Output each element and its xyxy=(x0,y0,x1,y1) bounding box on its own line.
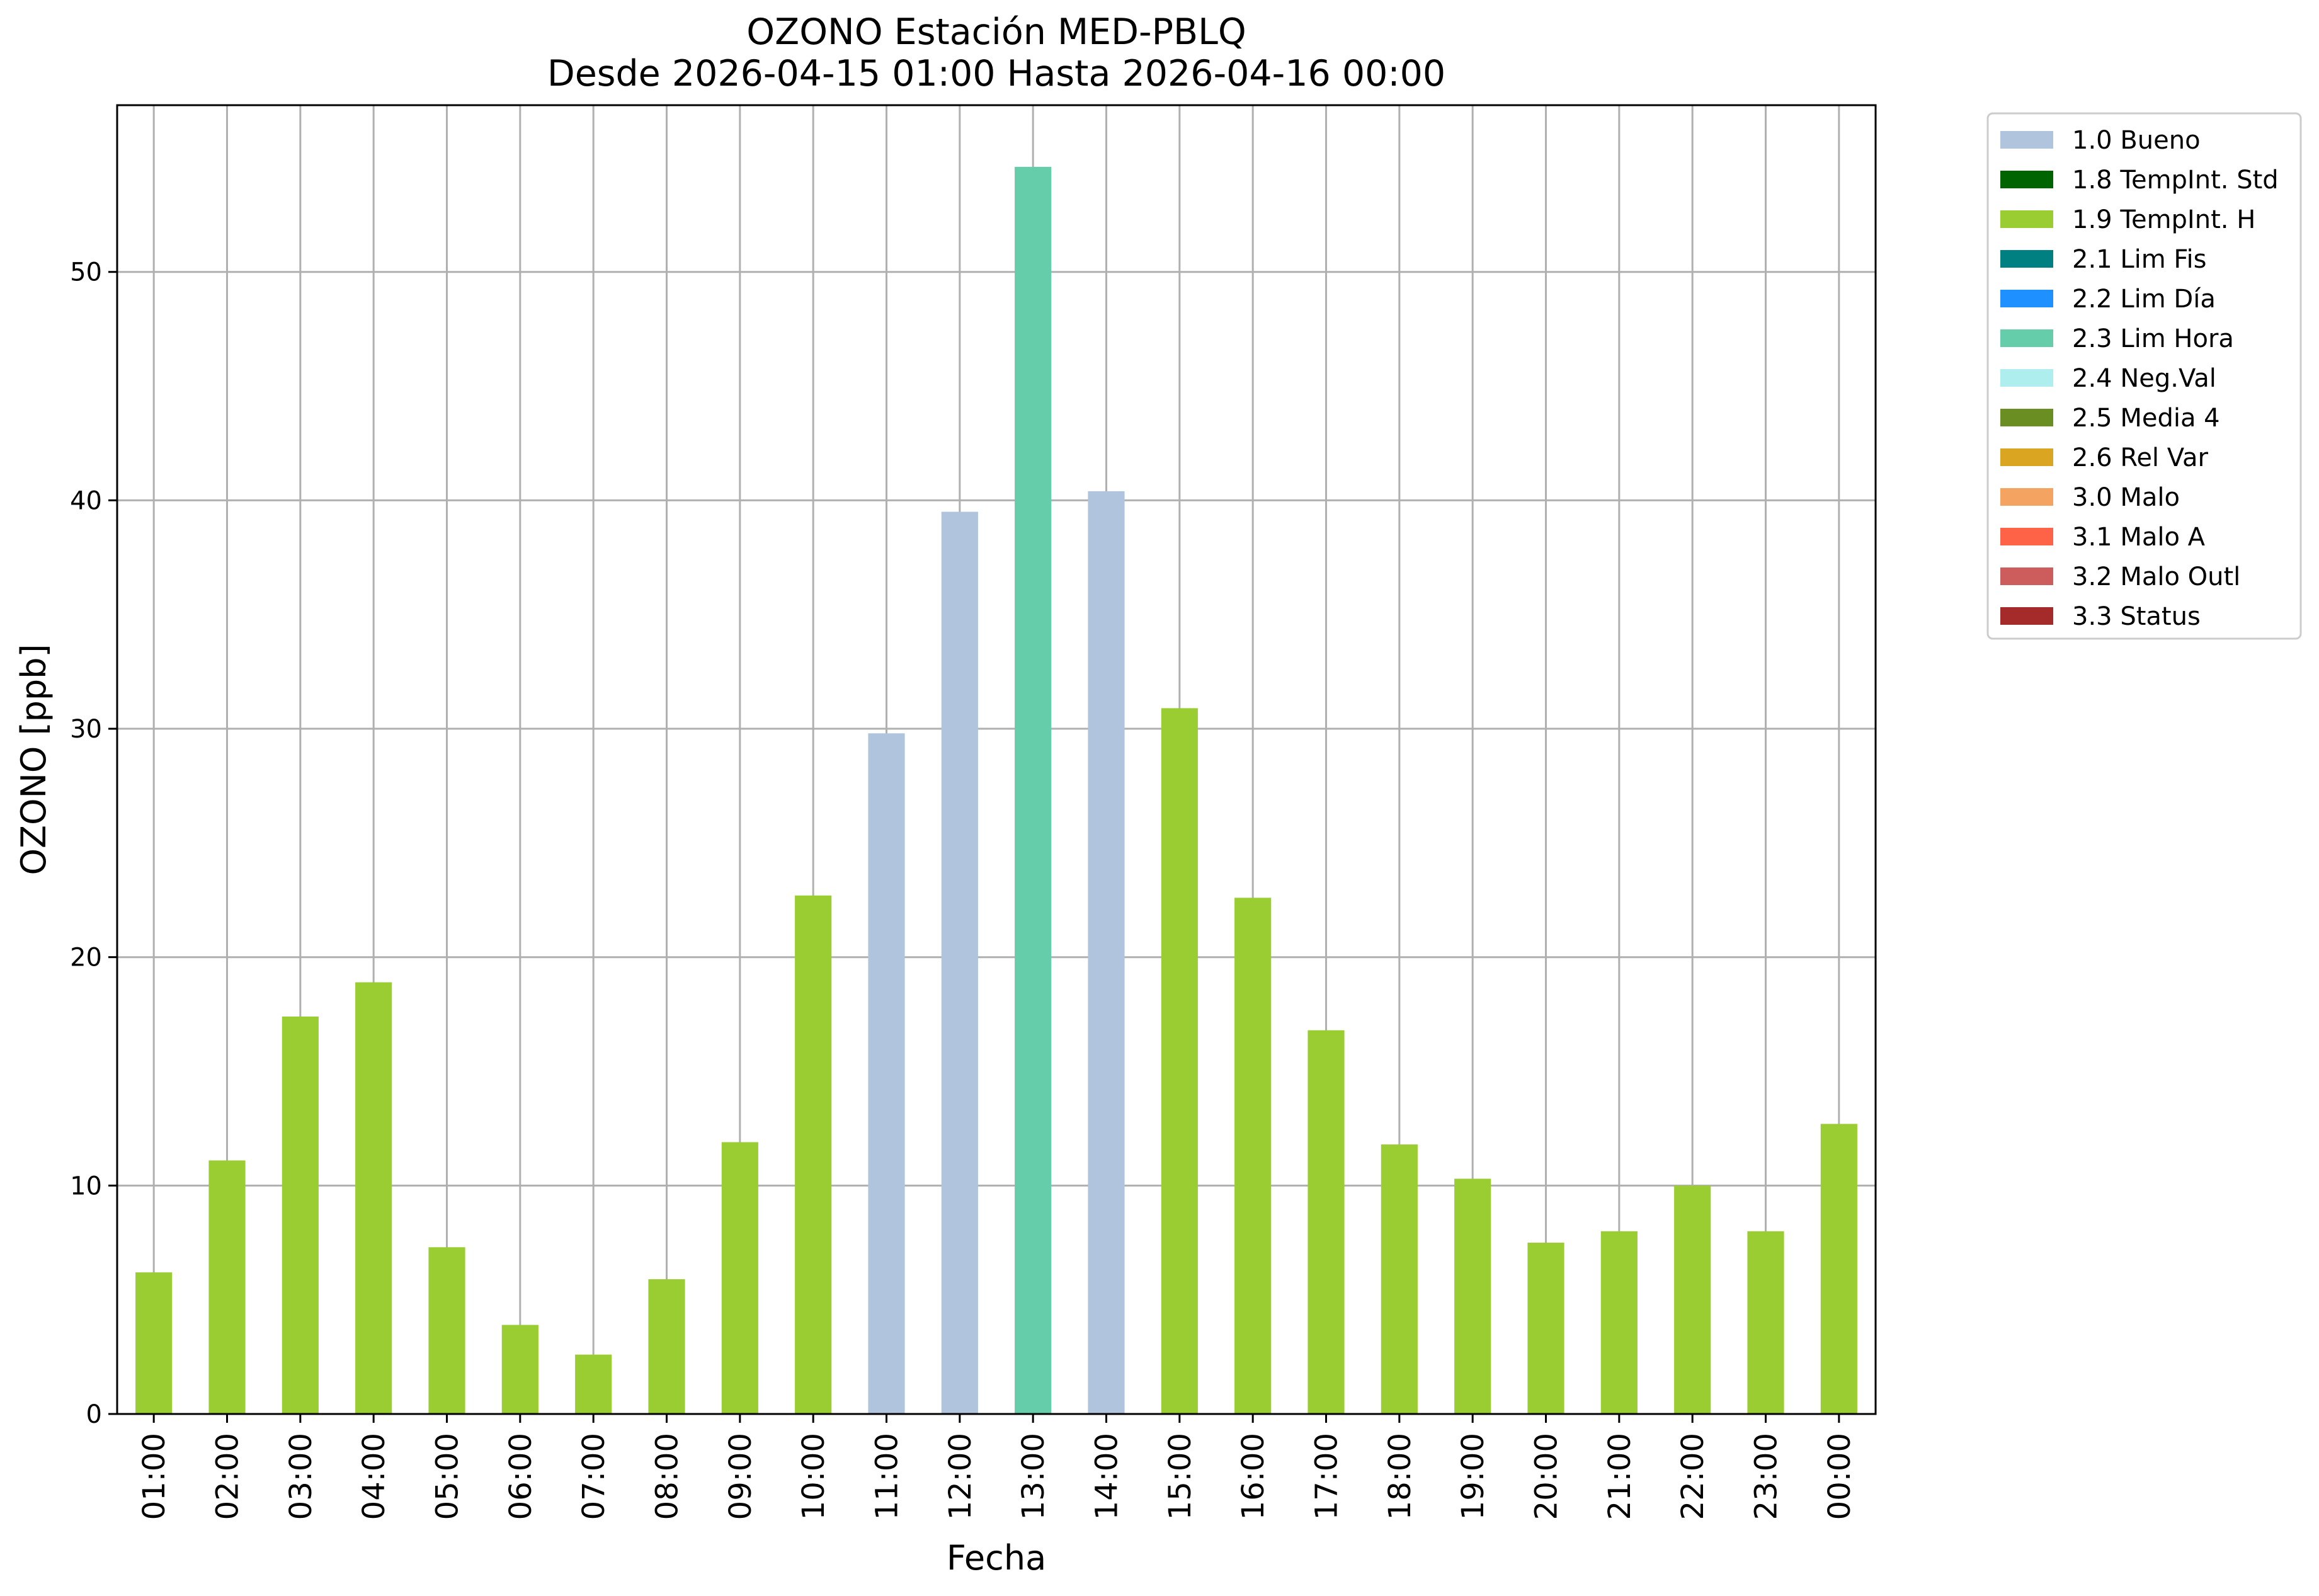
bar-05:00 xyxy=(428,1247,465,1414)
y-tick-label: 30 xyxy=(70,715,102,744)
legend-label: 1.0 Bueno xyxy=(2072,126,2201,155)
legend-label: 1.9 TempInt. H xyxy=(2072,205,2255,234)
bar-01:00 xyxy=(135,1272,173,1414)
bar-06:00 xyxy=(501,1325,538,1414)
x-tick-label: 04:00 xyxy=(356,1433,392,1520)
x-tick-label: 23:00 xyxy=(1749,1433,1784,1520)
bar-14:00 xyxy=(1088,491,1125,1414)
x-tick-label: 18:00 xyxy=(1382,1433,1418,1520)
y-tick-label: 10 xyxy=(70,1171,102,1200)
legend-swatch xyxy=(2000,369,2053,387)
bar-19:00 xyxy=(1454,1178,1491,1414)
x-tick-label: 05:00 xyxy=(430,1433,465,1520)
legend-swatch xyxy=(2000,567,2053,585)
legend-swatch xyxy=(2000,409,2053,426)
bar-20:00 xyxy=(1527,1243,1564,1414)
legend-swatch xyxy=(2000,329,2053,347)
legend-swatch xyxy=(2000,528,2053,545)
x-axis: 01:00 02:00 03:00 04:00 05:00 06:00 07:00 08:00… xyxy=(137,1414,1857,1520)
legend-label: 1.8 TempInt. Std xyxy=(2072,166,2279,195)
plot-frame xyxy=(116,104,1877,1415)
legend-swatch xyxy=(2000,607,2053,625)
x-tick-label: 14:00 xyxy=(1090,1433,1125,1520)
legend-label: 3.2 Malo Outl xyxy=(2072,562,2240,591)
legend-label: 3.0 Malo xyxy=(2072,483,2180,512)
x-tick-label: 13:00 xyxy=(1016,1433,1051,1520)
legend: 1.0 Bueno 1.8 TempInt. Std 1.9 TempInt. H 2… xyxy=(1986,112,2302,640)
x-tick-label: 06:00 xyxy=(503,1433,538,1520)
x-tick-label: 03:00 xyxy=(283,1433,319,1520)
x-tick-label: 01:00 xyxy=(137,1433,172,1520)
x-tick-label: 22:00 xyxy=(1675,1433,1711,1520)
bar-04:00 xyxy=(355,982,392,1414)
bar-22:00 xyxy=(1674,1185,1711,1414)
legend-label: 3.3 Status xyxy=(2072,602,2201,631)
legend-swatch xyxy=(2000,290,2053,307)
bar-13:00 xyxy=(1015,166,1052,1414)
bar-16:00 xyxy=(1234,898,1272,1414)
legend-frame xyxy=(1986,112,2302,640)
y-tick-label: 50 xyxy=(70,258,102,287)
bar-07:00 xyxy=(575,1354,612,1414)
y-tick-label: 0 xyxy=(86,1400,102,1429)
legend-label: 2.4 Neg.Val xyxy=(2072,364,2216,393)
bar-10:00 xyxy=(795,895,832,1414)
x-tick-label: 15:00 xyxy=(1163,1433,1198,1520)
legend-swatch xyxy=(2000,488,2053,506)
legend-label: 2.2 Lim Día xyxy=(2072,285,2216,314)
x-tick-label: 08:00 xyxy=(650,1433,685,1520)
bar-18:00 xyxy=(1381,1144,1418,1414)
bars-group xyxy=(135,166,1857,1415)
bar-17:00 xyxy=(1308,1030,1345,1414)
x-tick-label: 10:00 xyxy=(796,1433,831,1520)
chart-title: OZONO Estación MED-PBLQ xyxy=(746,11,1246,53)
legend-swatch xyxy=(2000,250,2053,268)
legend-swatch xyxy=(2000,171,2053,188)
x-tick-label: 19:00 xyxy=(1456,1433,1491,1520)
y-tick-label: 20 xyxy=(70,943,102,972)
bar-11:00 xyxy=(868,733,905,1414)
legend-label: 2.6 Rel Var xyxy=(2072,443,2209,472)
bar-02:00 xyxy=(208,1160,246,1414)
x-tick-label: 17:00 xyxy=(1309,1433,1345,1520)
bar-21:00 xyxy=(1600,1231,1638,1414)
y-axis: 0 10 20 30 40 50 xyxy=(70,258,117,1429)
legend-swatch xyxy=(2000,210,2053,228)
x-axis-label: Fecha xyxy=(947,1538,1046,1578)
legend-swatch xyxy=(2000,448,2053,466)
x-tick-label: 21:00 xyxy=(1602,1433,1638,1520)
x-tick-label: 02:00 xyxy=(210,1433,246,1520)
x-tick-label: 00:00 xyxy=(1822,1433,1857,1520)
legend-label: 2.3 Lim Hora xyxy=(2072,324,2234,353)
bar-00:00 xyxy=(1820,1124,1857,1414)
x-tick-label: 12:00 xyxy=(943,1433,978,1520)
legend-swatch xyxy=(2000,131,2053,149)
x-tick-label: 07:00 xyxy=(576,1433,612,1520)
bar-15:00 xyxy=(1161,708,1198,1414)
x-tick-label: 11:00 xyxy=(870,1433,905,1520)
bar-03:00 xyxy=(282,1016,319,1414)
legend-label: 2.5 Media 4 xyxy=(2072,404,2220,433)
chart-subtitle: Desde 2026-04-15 01:00 Hasta 2026-04-16 … xyxy=(547,53,1445,94)
bar-08:00 xyxy=(648,1279,685,1414)
x-tick-label: 09:00 xyxy=(723,1433,758,1520)
y-axis-label: OZONO [ppb] xyxy=(14,644,54,875)
bar-09:00 xyxy=(721,1142,758,1414)
bar-12:00 xyxy=(941,511,978,1415)
x-tick-label: 20:00 xyxy=(1529,1433,1564,1520)
legend-label: 2.1 Lim Fis xyxy=(2072,245,2206,274)
legend-label: 3.1 Malo A xyxy=(2072,523,2206,552)
y-tick-label: 40 xyxy=(70,486,102,515)
bar-23:00 xyxy=(1747,1231,1784,1414)
x-tick-label: 16:00 xyxy=(1236,1433,1271,1520)
